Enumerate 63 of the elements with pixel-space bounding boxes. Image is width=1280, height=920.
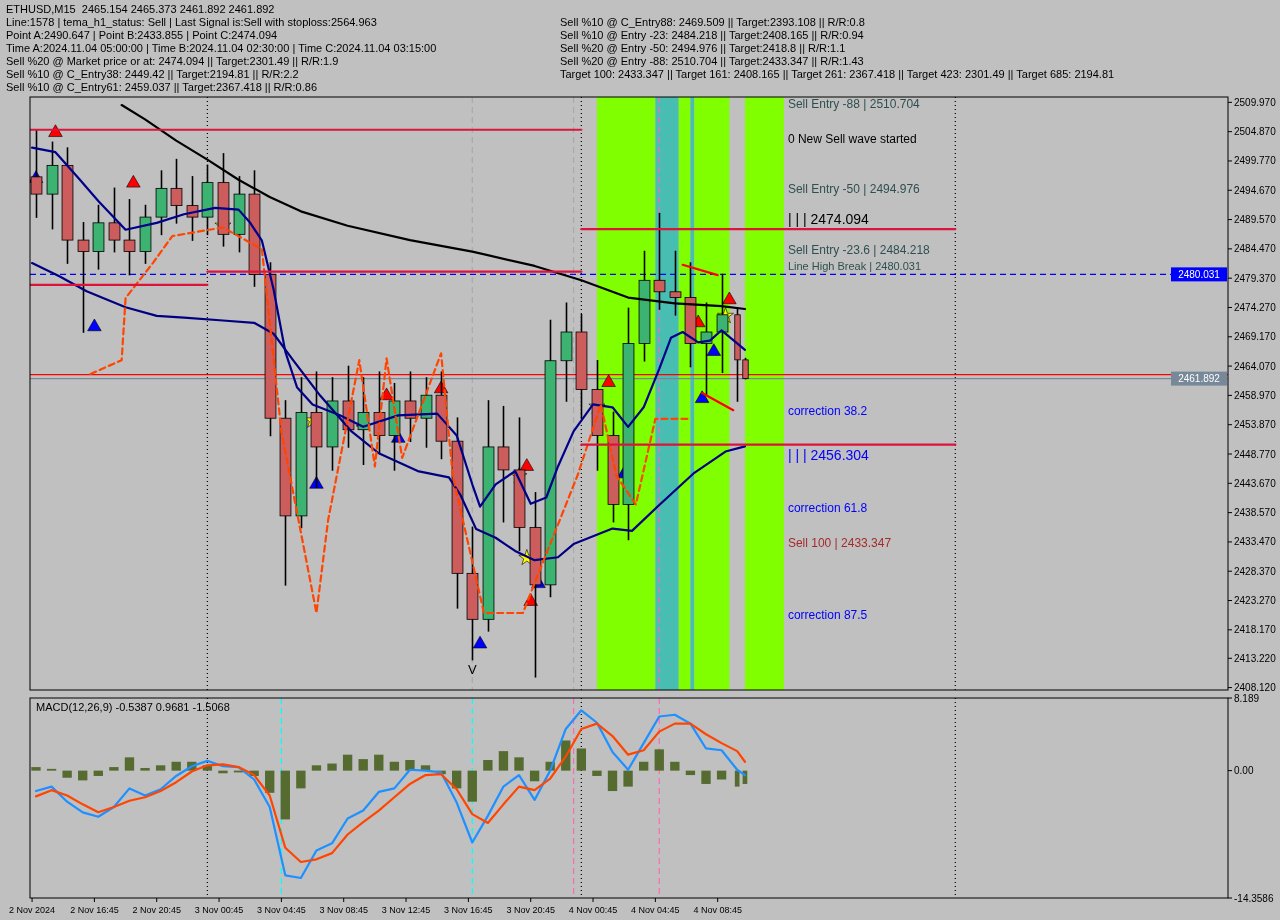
x-tick-label: 4 Nov 00:45 bbox=[568, 905, 618, 915]
y-tick-label: -14.3586 bbox=[1234, 892, 1274, 904]
y-tick-label: 2499.770 bbox=[1234, 155, 1277, 167]
annotation: V bbox=[467, 661, 477, 677]
y-tick-label: 2484.470 bbox=[1234, 243, 1277, 255]
x-tick-label: 3 Nov 00:45 bbox=[194, 905, 244, 915]
x-tick-label: 2 Nov 16:45 bbox=[70, 905, 119, 915]
x-tick-label: 4 Nov 04:45 bbox=[631, 905, 680, 915]
x-tick-label: 3 Nov 12:45 bbox=[381, 905, 431, 915]
y-tick-label: 2489.570 bbox=[1234, 214, 1277, 226]
y-tick-label: 2428.370 bbox=[1234, 565, 1277, 577]
x-tick-label: 3 Nov 08:45 bbox=[319, 905, 368, 915]
y-tick-label: 2443.670 bbox=[1234, 477, 1277, 489]
y-tick-label: 2504.870 bbox=[1234, 126, 1277, 138]
x-tick-label: 2 Nov 20:45 bbox=[132, 905, 182, 915]
annotation: | | | 2456.304 bbox=[787, 446, 870, 463]
x-tick-label: 3 Nov 04:45 bbox=[257, 905, 306, 915]
annotation: correction 38.2 bbox=[787, 403, 868, 418]
text: Sell %10 @ C_Entry61: 2459.037 || Target:2367.418 || R/R:0.86 bbox=[6, 81, 318, 93]
text: Sell %10 @ C_Entry38: 2449.42 || Target:2194.81 || R/R:2.2 bbox=[6, 68, 299, 80]
y-tick-label: 2469.170 bbox=[1234, 331, 1277, 343]
x-tick-label: 2 Nov 2024 bbox=[9, 905, 56, 915]
y-tick-label: 2509.970 bbox=[1234, 96, 1277, 108]
y-tick-label: 0.00 bbox=[1234, 765, 1254, 777]
text: Point A:2490.647 | Point B:2433.855 | Point C:2474.094 bbox=[6, 29, 278, 41]
annotation: Sell 100 | 2433.347 bbox=[787, 535, 892, 550]
text: Target 100: 2433.347 || Target 161: 2408.165 || Target 261: 2367.418 || Target 423: 2301.49 || Target 685: 2194.81 bbox=[560, 68, 1115, 80]
text: Sell %20 @ Entry -50: 2494.976 || Target:2418.8 || R/R:1.1 bbox=[560, 42, 846, 54]
y-tick-label: 2494.670 bbox=[1234, 184, 1277, 196]
x-tick-label: 3 Nov 20:45 bbox=[506, 905, 555, 915]
ref-line-label: 2480.031 bbox=[1178, 268, 1221, 280]
text: Sell %10 @ Entry -23: 2484.218 || Target:2408.165 || R/R:0.94 bbox=[560, 29, 864, 41]
chart-title: ETHUSD,M15 2465.154 2465.373 2461.892 2461.892 bbox=[6, 3, 275, 15]
annotation: correction 87.5 bbox=[787, 607, 868, 622]
y-tick-label: 2479.370 bbox=[1234, 272, 1277, 284]
x-tick-label: 3 Nov 16:45 bbox=[444, 905, 493, 915]
annotation: 0 New Sell wave started bbox=[787, 131, 917, 146]
y-tick-label: 2408.120 bbox=[1234, 682, 1277, 694]
y-tick-label: 2474.270 bbox=[1234, 301, 1277, 313]
y-tick-label: 2418.170 bbox=[1234, 624, 1277, 636]
y-tick-label: 2458.970 bbox=[1234, 389, 1277, 401]
x-tick-label: 4 Nov 08:45 bbox=[693, 905, 742, 915]
ref-line-label: 2461.892 bbox=[1178, 373, 1221, 385]
y-tick-label: 2423.270 bbox=[1234, 595, 1277, 607]
text: Sell %10 @ C_Entry88: 2469.509 || Target:2393.108 || R/R:0.8 bbox=[560, 16, 865, 28]
y-tick-label: 2438.570 bbox=[1234, 507, 1277, 519]
text: Line:1578 | tema_h1_status: Sell | Last Signal is:Sell with stoploss:2564.963 bbox=[6, 16, 377, 28]
annotation: correction 61.8 bbox=[787, 501, 868, 516]
text: Time A:2024.11.04 05:00:00 | Time B:2024.11.04 02:30:00 | Time C:2024.11.04 03:15:00 bbox=[6, 42, 437, 54]
annotation: Line High Break | 2480.031 bbox=[787, 260, 922, 273]
text: Sell %20 @ Market price or at: 2474.094 || Target:2301.49 || R/R:1.9 bbox=[6, 55, 339, 67]
annotation: Sell Entry -88 | 2510.704 bbox=[787, 96, 921, 111]
y-tick-label: 2448.770 bbox=[1234, 448, 1277, 460]
annotation: Sell Entry -23.6 | 2484.218 bbox=[787, 243, 931, 258]
chart-title: MACD(12,26,9) -0.5387 0.9681 -1.5068 bbox=[36, 701, 230, 713]
y-tick-label: 2413.220 bbox=[1234, 652, 1277, 664]
y-tick-label: 2464.070 bbox=[1234, 360, 1277, 372]
annotation: | | | 2474.094 bbox=[787, 211, 870, 228]
y-tick-label: 2433.470 bbox=[1234, 536, 1277, 548]
y-tick-label: 8.189 bbox=[1234, 692, 1260, 704]
text: Sell %20 @ Entry -88: 2510.704 || Target:2433.347 || R/R:1.43 bbox=[560, 55, 864, 67]
y-tick-label: 2453.870 bbox=[1234, 419, 1277, 431]
annotation: Sell Entry -50 | 2494.976 bbox=[787, 181, 921, 196]
